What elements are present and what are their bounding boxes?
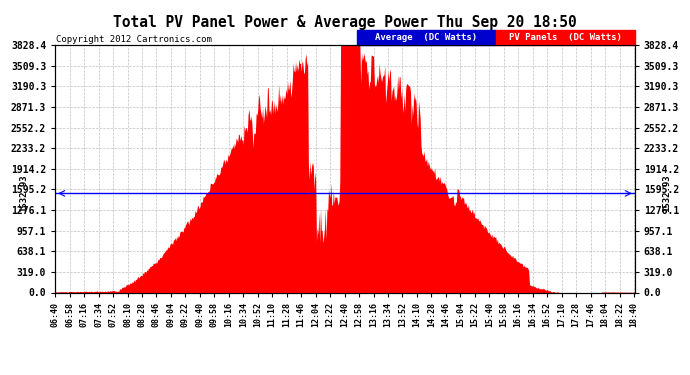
- Title: Total PV Panel Power & Average Power Thu Sep 20 18:50: Total PV Panel Power & Average Power Thu…: [113, 15, 577, 30]
- Text: 1532.93: 1532.93: [19, 175, 28, 212]
- Text: Copyright 2012 Cartronics.com: Copyright 2012 Cartronics.com: [56, 35, 212, 44]
- Text: 1532.93: 1532.93: [662, 175, 671, 212]
